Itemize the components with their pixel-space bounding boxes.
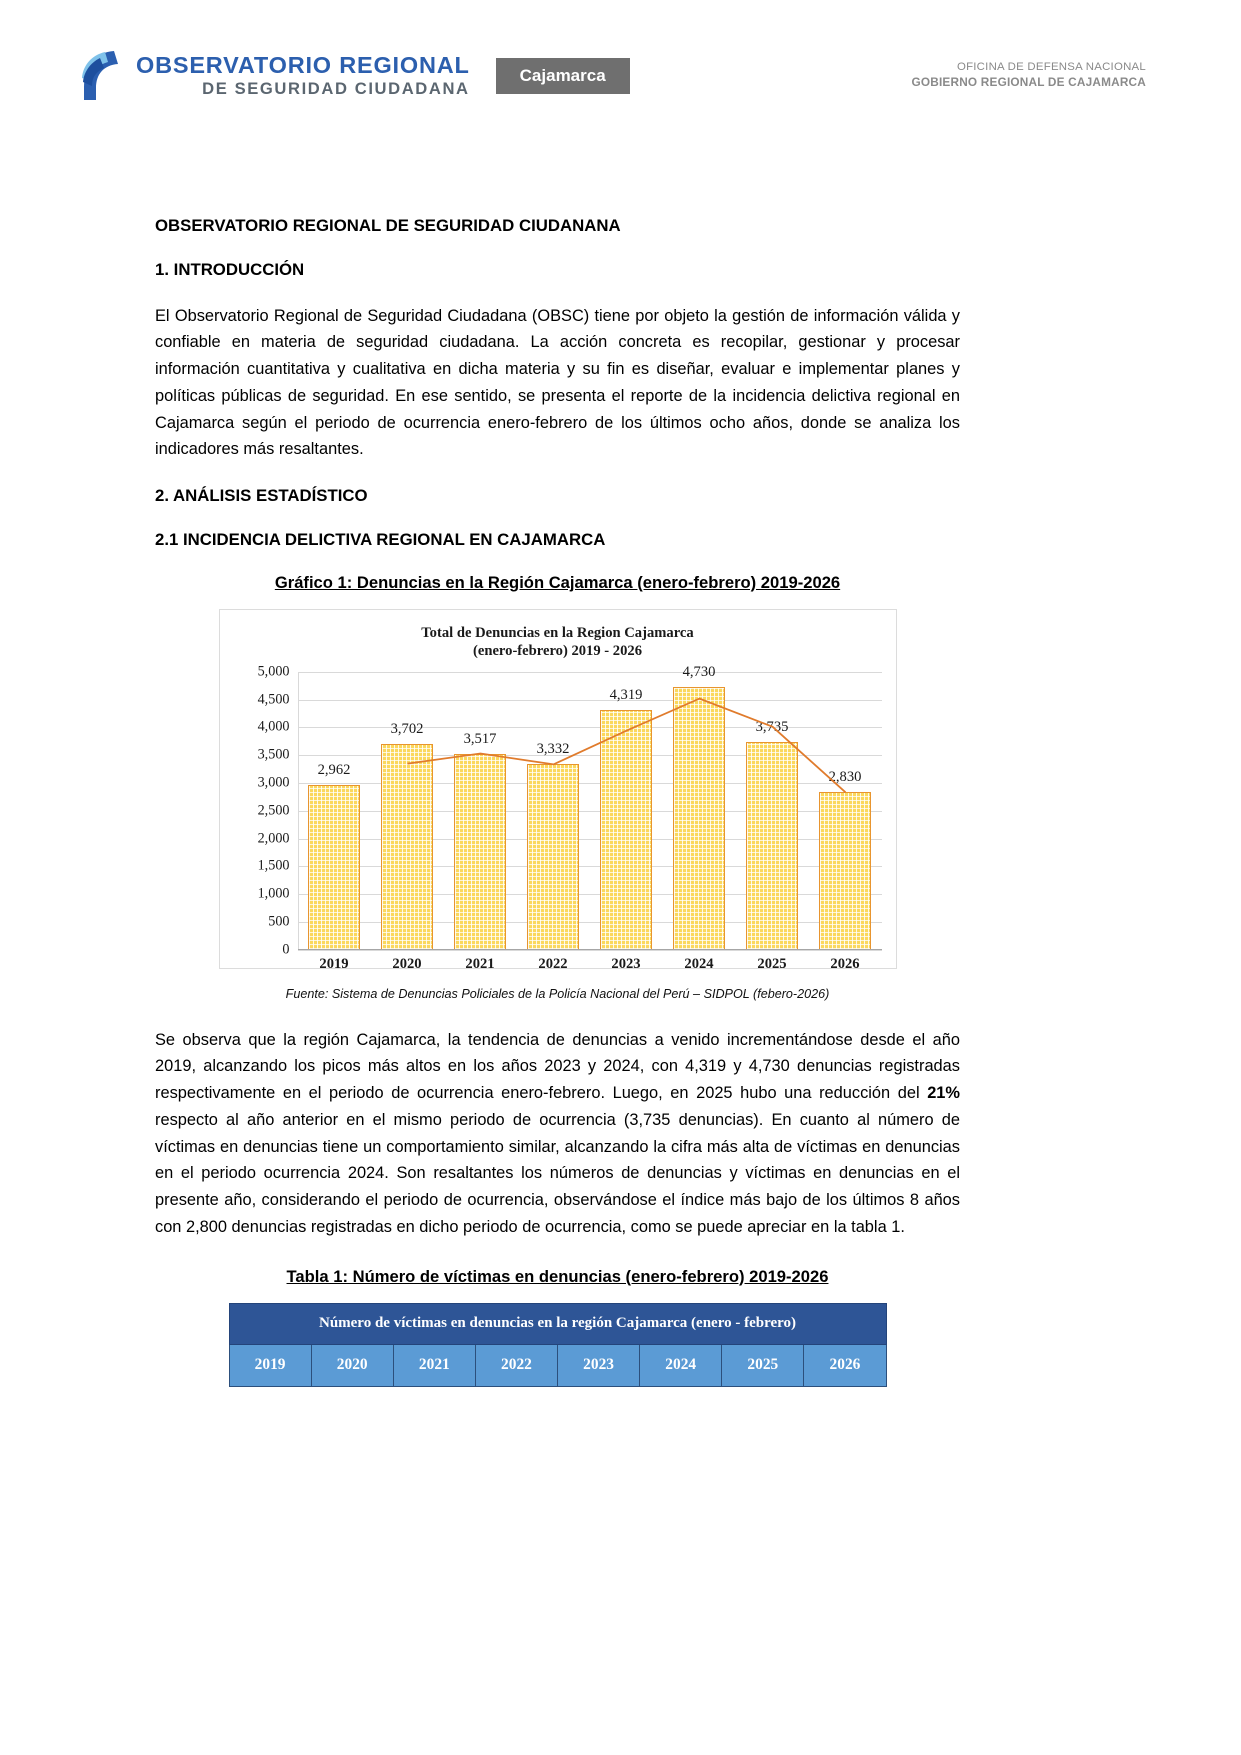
chart-gridline (297, 866, 882, 868)
introduction-paragraph: El Observatorio Regional de Seguridad Ci… (155, 306, 960, 459)
chart-gridline (297, 921, 882, 923)
organization-title: OBSERVATORIO REGIONAL DE SEGURIDAD CIUDA… (155, 216, 621, 235)
chart-y-spine (297, 671, 299, 950)
chart-title: Total de Denuncias en la Region Cajamarc… (220, 610, 896, 661)
table-year-cell: 2023 (556, 1343, 641, 1387)
chart-y-tick-label: 3,500 (257, 746, 290, 763)
table-year-cell: 2022 (474, 1343, 559, 1387)
section-1-heading: 1. INTRODUCCIÓN (155, 259, 305, 279)
chart-gridline (297, 671, 882, 673)
chart-y-tick-label: 2,500 (257, 802, 290, 819)
chart-gridline (297, 810, 882, 812)
table-year-cell: 2024 (639, 1343, 723, 1387)
chart-bar-value-label: 3,702 (390, 720, 424, 737)
chart-bar-value-label: 4,730 (682, 663, 716, 680)
chart-x-tick-label: 2022 (538, 955, 568, 972)
chart-y-axis: 0 500 1,000 1,500 2,000 2,500 3,000 3,500 4,000 4… (228, 663, 290, 957)
chart-y-tick-label: 3,000 (257, 774, 290, 791)
chart-y-tick-label: 2,000 (257, 830, 290, 847)
chart-bar (746, 742, 798, 950)
table-year-cell: 2019 (228, 1343, 312, 1387)
chart-y-tick-label: 500 (268, 913, 290, 930)
chart-bar-slot: 3,517 (444, 672, 517, 950)
table-year-cell: 2021 (392, 1343, 476, 1387)
chart-bar-slot: 3,702 (371, 672, 444, 950)
chart-bar-slot: 4,730 (663, 664, 736, 950)
chart-bar-slot: 2,962 (298, 672, 371, 950)
chart-bar (673, 686, 725, 950)
chart-bar (381, 743, 433, 950)
header-agency-block: OFICINA DE DEFENSA NACIONAL GOBIERNO REG… (911, 60, 1146, 91)
table-header-row: Número de víctimas en denuncias en la re… (228, 1302, 887, 1345)
analysis-text-part-2: respecto al año anterior en el mismo per… (155, 1110, 960, 1236)
header-office-name: OFICINA DE DEFENSA NACIONAL (956, 61, 1146, 73)
chart-bar (454, 754, 506, 950)
chart-bar (527, 764, 579, 950)
logo-line-1: OBSERVATORIO REGIONAL (136, 52, 470, 79)
chart-bar-value-label: 3,332 (536, 741, 570, 758)
chart-bar-slot: 3,735 (736, 672, 809, 950)
page-header: OBSERVATORIO REGIONAL DE SEGURIDAD CIUDA… (0, 0, 1241, 120)
region-badge: Cajamarca (495, 58, 630, 94)
table-row: 2019 2020 2021 2022 2023 2024 2025 2026 (228, 1343, 887, 1387)
chart-y-tick-label: 0 (282, 941, 290, 958)
chart-x-tick-label: 2024 (684, 955, 714, 972)
section-2-heading: 2. ANÁLISIS ESTADÍSTICO (155, 486, 368, 506)
chart-gridline (297, 838, 882, 840)
chart-bar (819, 792, 871, 950)
chart-plot-wrapper: 0 500 1,000 1,500 2,000 2,500 3,000 3,500 4,000 4… (220, 663, 896, 972)
chart-bar-value-label: 4,319 (609, 686, 643, 703)
chart-y-tick-label: 4,000 (257, 718, 290, 735)
table-year-cell: 2026 (803, 1343, 887, 1387)
table-year-cell: 2025 (721, 1343, 805, 1387)
chart-x-axis: 2019 2020 2021 2022 2023 2024 2025 2026 (298, 956, 882, 973)
section-2-1-heading: 2.1 INCIDENCIA DELICTIVA REGIONAL EN CAJ… (155, 529, 606, 549)
chart-x-tick-label: 2025 (757, 955, 787, 972)
chart-title-line-1: Total de Denuncias en la Region Cajamarc… (421, 624, 694, 641)
chart-bar-slot: 2,830 (809, 672, 882, 950)
chart-bar (600, 709, 652, 950)
chart-y-tick-label: 1,500 (257, 857, 290, 874)
figure-1-source: Fuente: Sistema de Denuncias Policiales … (285, 986, 830, 1001)
analysis-paragraph: Se observa que la región Cajamarca, la t… (155, 1027, 960, 1241)
chart-plot-area: 2,962 3,702 3,517 3,332 4,319 4,730 3,735 2,830 (297, 664, 882, 951)
table-title-cell: Número de víctimas en denuncias en la re… (228, 1302, 887, 1345)
chart-bar-value-label: 3,735 (755, 719, 789, 736)
victims-table: Número de víctimas en denuncias en la re… (228, 1302, 887, 1387)
chart-x-axis-line (297, 948, 882, 950)
observatorio-logo-icon (78, 48, 124, 104)
logo-line-2: DE SEGURIDAD CIUDADANA (202, 78, 470, 98)
document-body: OBSERVATORIO REGIONAL DE SEGURIDAD CIUDA… (155, 215, 960, 1387)
chart-gridline (297, 894, 882, 896)
chart-x-tick-label: 2021 (465, 955, 495, 972)
chart-y-tick-label: 4,500 (257, 691, 290, 708)
table-1-caption: Tabla 1: Número de víctimas en denuncias… (286, 1266, 829, 1286)
chart-y-tick-label: 5,000 (257, 663, 290, 680)
figure-1-caption: Gráfico 1: Denuncias en la Región Cajama… (274, 572, 841, 592)
chart-x-tick-label: 2020 (392, 955, 422, 972)
analysis-text-part-1: Se observa que la región Cajamarca, la t… (155, 1030, 960, 1103)
chart-x-tick-label: 2019 (319, 955, 349, 972)
chart-bars-layer: 2,962 3,702 3,517 3,332 4,319 4,730 3,735 2,830 (298, 664, 882, 950)
chart-denuncias-cajamarca: Total de Denuncias en la Region Cajamarc… (218, 608, 897, 972)
header-government-name: GOBIERNO REGIONAL DE CAJAMARCA (911, 75, 1146, 90)
analysis-highlight-percent: 21% (927, 1084, 960, 1103)
chart-bar-slot: 3,332 (517, 672, 590, 950)
chart-gridline (297, 949, 882, 951)
chart-bar-value-label: 2,830 (828, 769, 862, 786)
chart-bar (308, 785, 360, 950)
chart-title-line-2: (enero-febrero) 2019 - 2026 (473, 643, 642, 660)
logo-wordmark: OBSERVATORIO REGIONAL DE SEGURIDAD CIUDA… (136, 54, 470, 97)
chart-x-tick-label: 2026 (830, 955, 860, 972)
chart-y-tick-label: 1,000 (257, 885, 290, 902)
chart-x-tick-label: 2023 (611, 955, 641, 972)
chart-bar-value-label: 2,962 (317, 762, 351, 779)
brand-logo: OBSERVATORIO REGIONAL DE SEGURIDAD CIUDA… (78, 48, 630, 104)
chart-bar-value-label: 3,517 (463, 731, 497, 748)
table-year-cell: 2020 (310, 1343, 394, 1387)
chart-bar-slot: 4,319 (590, 672, 663, 950)
